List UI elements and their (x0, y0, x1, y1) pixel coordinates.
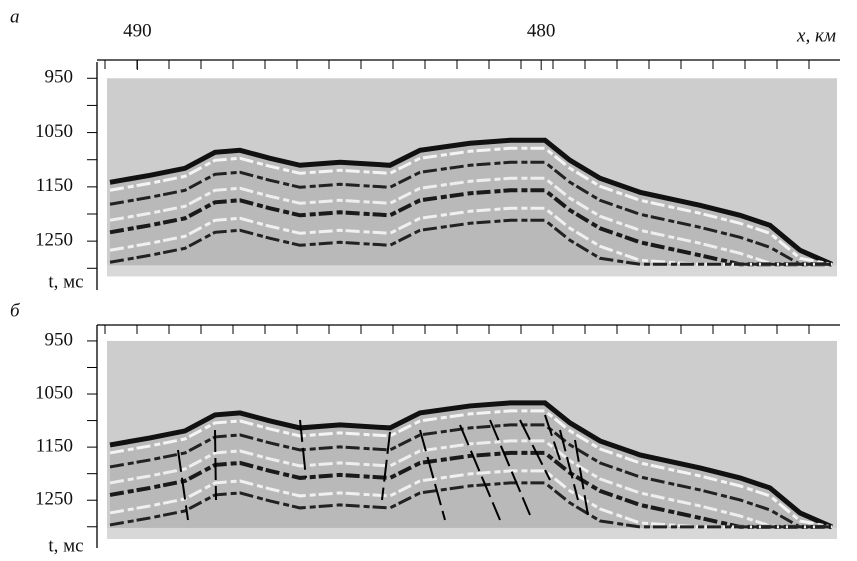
y-tick-label: 950 (45, 329, 74, 350)
panel-label: б (10, 300, 21, 321)
y-tick-label: 950 (45, 67, 74, 88)
y-tick-label: 1150 (36, 435, 73, 456)
y-tick-label: 1050 (35, 121, 73, 142)
y-tick-label: 1250 (35, 230, 73, 251)
y-tick-label: 1150 (36, 175, 73, 196)
y-axis-label: t, мс (48, 535, 83, 556)
y-tick-label: 1050 (35, 382, 73, 403)
panel-label: а (10, 6, 20, 27)
x-tick-label: 490 (123, 20, 152, 41)
fault-line (215, 430, 216, 500)
x-tick-label: 480 (527, 20, 556, 41)
figure: 490 480 x, км 950 1050 1150 1250 t, мс а 950 1050 1… (0, 0, 857, 556)
seismic-section (107, 341, 837, 539)
section-bottom (107, 528, 837, 539)
seismic-section (107, 78, 837, 276)
y-axis-label: t, мс (48, 271, 83, 292)
y-tick-label: 1250 (35, 489, 73, 510)
section-bottom (107, 265, 837, 276)
x-axis-label: x, км (796, 25, 836, 46)
